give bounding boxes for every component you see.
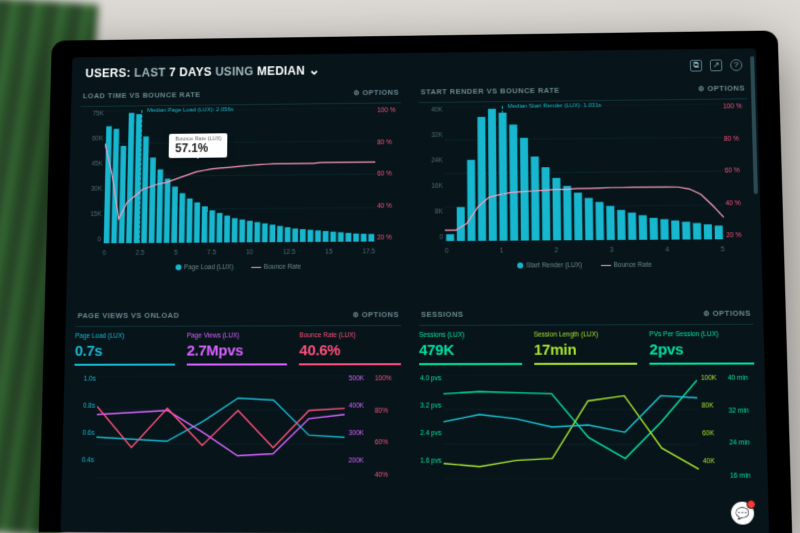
header-mid4: MEDIAN (257, 64, 305, 78)
header-icons: ⧉ ↗ ? (690, 59, 743, 71)
metric-value: 40.6% (299, 342, 401, 359)
panel-title: PAGE VIEWS VS ONLOAD (78, 311, 180, 320)
metric-label: Sessions (LUX) (419, 332, 522, 342)
legend: Page Load (LUX)Bounce Rate (77, 259, 401, 272)
header-mid2: 7 DAYS (169, 65, 212, 79)
y-axis-left: 40K32K24K16K8K0 (419, 107, 443, 242)
metric: Sessions (LUX)479K (419, 332, 522, 366)
metric: Session Length (LUX)17min (534, 331, 638, 365)
y-axis-right-2: 100%80%60%40% (375, 375, 401, 479)
header-mid3: USING (215, 65, 254, 79)
help-icon[interactable]: ? (730, 59, 742, 71)
plot-area: Median Page Load (LUX): 2.056s Bounce Ra… (103, 107, 376, 243)
y-axis-right: 100 %80 %60 %40 %20 % (377, 107, 401, 241)
options-button[interactable]: OPTIONS (353, 310, 399, 319)
options-button[interactable]: OPTIONS (353, 88, 399, 97)
chart-loadtime: 75K60K45K30K15K0 100 %80 %60 %40 %20 % M… (77, 102, 401, 261)
monitor-icon[interactable]: ⧉ (690, 59, 702, 71)
median-label: Median Page Load (LUX): 2.056s (147, 107, 233, 114)
panel-title: LOAD TIME VS BOUNCE RATE (83, 90, 201, 100)
metric-value: 0.7s (75, 343, 175, 360)
header-mid1: LAST (134, 66, 166, 80)
x-axis: 02.557.51012.51517.5 (102, 248, 375, 257)
share-icon[interactable]: ↗ (710, 59, 722, 71)
plot-area (443, 375, 699, 480)
legend: Start Render (LUX)Bounce Rate (419, 257, 752, 270)
tooltip-value: 57.1% (175, 142, 222, 155)
chat-icon: 💬 (735, 506, 750, 520)
y-axis-left: 75K60K45K30K15K0 (77, 111, 103, 244)
metric: Page Views (LUX)2.7Mpvs (186, 332, 287, 365)
metric-value: 2pvs (649, 341, 754, 359)
plot-area (96, 375, 345, 479)
metric-value: 2.7Mpvs (187, 342, 288, 359)
metric-label: Page Views (LUX) (187, 332, 288, 342)
panel-sessions: SESSIONS OPTIONS Sessions (LUX)479KSessi… (419, 305, 759, 533)
metric-label: Session Length (LUX) (534, 331, 637, 341)
metric-label: Bounce Rate (LUX) (299, 332, 401, 342)
metrics-row: Sessions (LUX)479K Session Length (LUX)17… (419, 324, 754, 365)
chart-startrender: 40K32K24K16K8K0 100 %80 %60 %40 %20 % Me… (419, 98, 752, 259)
metric-value: 17min (534, 341, 638, 358)
median-label: Median Start Render (LUX): 1.031s (508, 103, 602, 110)
plot-area: Median Start Render (LUX): 1.031s (444, 104, 724, 242)
y-axis-left: 4.0 pvs3.2 pvs2.4 pvs1.6 pvs (417, 375, 441, 465)
chat-button[interactable]: 💬 (731, 502, 754, 525)
y-axis-left: 1.0s0.8s0.6s0.4s (70, 376, 96, 464)
y-axis-right: 100K80K60K40K (701, 375, 728, 466)
metric: Page Load (LUX)0.7s (74, 333, 175, 366)
metrics-row: Page Load (LUX)0.7s Page Views (LUX)2.7Mp… (74, 325, 401, 366)
metric: Bounce Rate (LUX)40.6% (299, 332, 401, 365)
chart-pageviews: 1.0s0.8s0.6s0.4s 500K400K300K200K 100%80… (72, 371, 401, 483)
metric-label: PVs Per Session (LUX) (649, 331, 753, 341)
metric-label: Page Load (LUX) (75, 333, 175, 343)
panel-title: SESSIONS (421, 310, 464, 319)
header-prefix: USERS: (85, 66, 131, 80)
panel-startrender: START RENDER VS BOUNCE RATE OPTIONS 40K3… (419, 80, 753, 298)
y-axis-right-2: 40 min32 min24 min16 min (728, 375, 758, 480)
y-axis-right: 500K400K300K200K (348, 375, 372, 464)
laptop-frame: USERS: LAST 7 DAYS USING MEDIAN ⌄ ⧉ ↗ ? … (39, 31, 792, 533)
dashboard-screen: USERS: LAST 7 DAYS USING MEDIAN ⌄ ⧉ ↗ ? … (61, 48, 770, 533)
options-button[interactable]: OPTIONS (703, 309, 751, 318)
metric: PVs Per Session (LUX)2pvs (649, 331, 754, 365)
y-axis-right: 100 %80 %60 %40 %20 % (723, 103, 751, 239)
panel-loadtime: LOAD TIME VS BOUNCE RATE OPTIONS 75K60K4… (76, 84, 401, 299)
metric-value: 479K (419, 342, 522, 359)
x-axis: 012345 (445, 246, 725, 255)
tooltip: Bounce Rate (LUX) 57.1% (169, 133, 227, 158)
panel-pageviews: PAGE VIEWS VS ONLOAD OPTIONS Page Load (… (70, 306, 401, 533)
options-button[interactable]: OPTIONS (698, 84, 745, 93)
dashboard-grid: LOAD TIME VS BOUNCE RATE OPTIONS 75K60K4… (70, 80, 758, 533)
chart-sessions: 4.0 pvs3.2 pvs2.4 pvs1.6 pvs 100K80K60K4… (419, 371, 757, 484)
panel-title: START RENDER VS BOUNCE RATE (421, 86, 560, 96)
header-title: USERS: LAST 7 DAYS USING MEDIAN ⌄ (85, 62, 320, 81)
chevron-down-icon[interactable]: ⌄ (308, 62, 320, 78)
